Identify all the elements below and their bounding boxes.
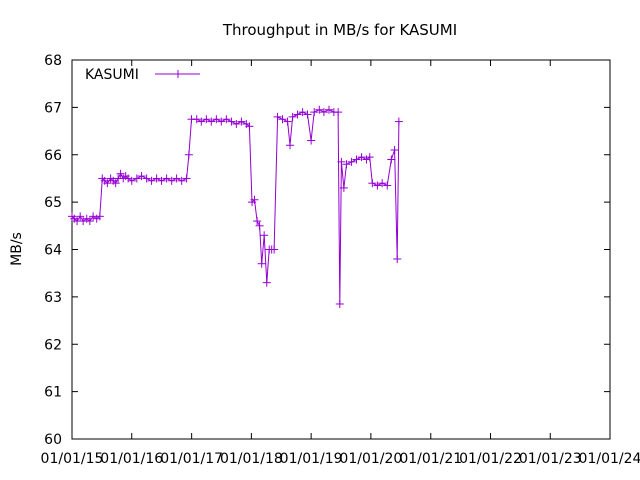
data-point <box>310 108 319 117</box>
data-point <box>339 183 348 192</box>
data-point <box>85 217 94 226</box>
data-point <box>152 174 161 183</box>
data-point <box>132 174 141 183</box>
data-point <box>227 117 236 126</box>
data-point <box>298 108 307 117</box>
data-point <box>334 108 343 117</box>
data-point <box>342 160 351 169</box>
data-point <box>182 174 191 183</box>
data-point <box>262 278 271 287</box>
data-point <box>253 217 262 226</box>
data-point <box>217 117 226 126</box>
data-point <box>137 172 146 181</box>
data-point <box>157 176 166 185</box>
data-point <box>283 117 292 126</box>
data-point <box>147 176 156 185</box>
data-point <box>390 146 399 155</box>
y-tick-label: 66 <box>44 148 62 164</box>
data-point <box>307 136 316 145</box>
data-point <box>255 221 264 230</box>
legend: KASUMI <box>85 67 200 83</box>
y-axis-label: MB/s <box>9 232 25 266</box>
y-tick-label: 63 <box>44 290 62 306</box>
y-tick-label: 60 <box>44 432 62 448</box>
data-point <box>387 155 396 164</box>
x-tick-label: 01/01/15 <box>41 451 104 467</box>
data-point <box>207 117 216 126</box>
data-point <box>373 181 382 190</box>
data-point <box>245 122 254 131</box>
data-point <box>303 110 312 119</box>
data-point <box>167 176 176 185</box>
data-point <box>184 150 193 159</box>
data-point <box>116 169 125 178</box>
data-point <box>95 212 104 221</box>
data-point <box>162 174 171 183</box>
x-tick-label: 01/01/24 <box>579 451 640 467</box>
chart-title: Throughput in MB/s for KASUMI <box>222 21 457 39</box>
x-tick-label: 01/01/16 <box>100 451 163 467</box>
data-point <box>357 153 366 162</box>
legend-label: KASUMI <box>85 67 139 83</box>
data-point <box>286 141 295 150</box>
data-point <box>278 115 287 124</box>
data-point <box>237 117 246 126</box>
data-point <box>315 105 324 114</box>
x-tick-label: 01/01/18 <box>220 451 283 467</box>
data-point <box>347 157 356 166</box>
data-point <box>103 179 112 188</box>
data-point <box>337 157 346 166</box>
data-point <box>368 179 377 188</box>
data-point <box>222 115 231 124</box>
data-point <box>393 254 402 263</box>
plot-frame <box>71 59 611 440</box>
x-tick-label: 01/01/20 <box>339 451 402 467</box>
data-point <box>324 105 333 114</box>
data-point <box>378 179 387 188</box>
data-point <box>273 112 282 121</box>
x-tick-label: 01/01/21 <box>399 451 462 467</box>
data-point <box>383 181 392 190</box>
x-tick-label: 01/01/19 <box>280 451 343 467</box>
data-point <box>352 155 361 164</box>
data-point <box>197 117 206 126</box>
data-point <box>257 259 266 268</box>
data-point <box>319 108 328 117</box>
y-tick-label: 65 <box>44 195 62 211</box>
data-point <box>127 176 136 185</box>
data-point <box>335 299 344 308</box>
data-point <box>250 195 259 204</box>
data-point <box>232 119 241 128</box>
data-point <box>192 115 201 124</box>
y-tick-label: 64 <box>44 243 62 259</box>
y-tick-label: 68 <box>44 53 62 69</box>
legend-marker <box>174 70 182 78</box>
y-tick-label: 62 <box>44 337 62 353</box>
data-point <box>111 179 120 188</box>
y-tick-label: 67 <box>44 100 62 116</box>
data-point <box>172 174 181 183</box>
data-point <box>142 174 151 183</box>
data-point <box>212 115 221 124</box>
data-point <box>76 212 85 221</box>
data-point <box>288 112 297 121</box>
x-tick-label: 01/01/22 <box>459 451 522 467</box>
series-line-kasumi <box>71 109 400 305</box>
data-point <box>177 176 186 185</box>
data-point <box>293 110 302 119</box>
data-point <box>365 153 374 162</box>
data-point <box>394 117 403 126</box>
data-point <box>202 115 211 124</box>
data-point <box>270 245 279 254</box>
series-layer <box>68 105 403 308</box>
y-tick-label: 61 <box>44 385 62 401</box>
x-tick-label: 01/01/23 <box>519 451 582 467</box>
y-axis: 60 61 62 63 64 65 66 67 68 <box>44 53 610 448</box>
x-tick-label: 01/01/17 <box>160 451 223 467</box>
data-point <box>260 231 269 240</box>
x-axis: 01/01/1501/01/1601/01/1701/01/1801/01/19… <box>41 60 640 467</box>
